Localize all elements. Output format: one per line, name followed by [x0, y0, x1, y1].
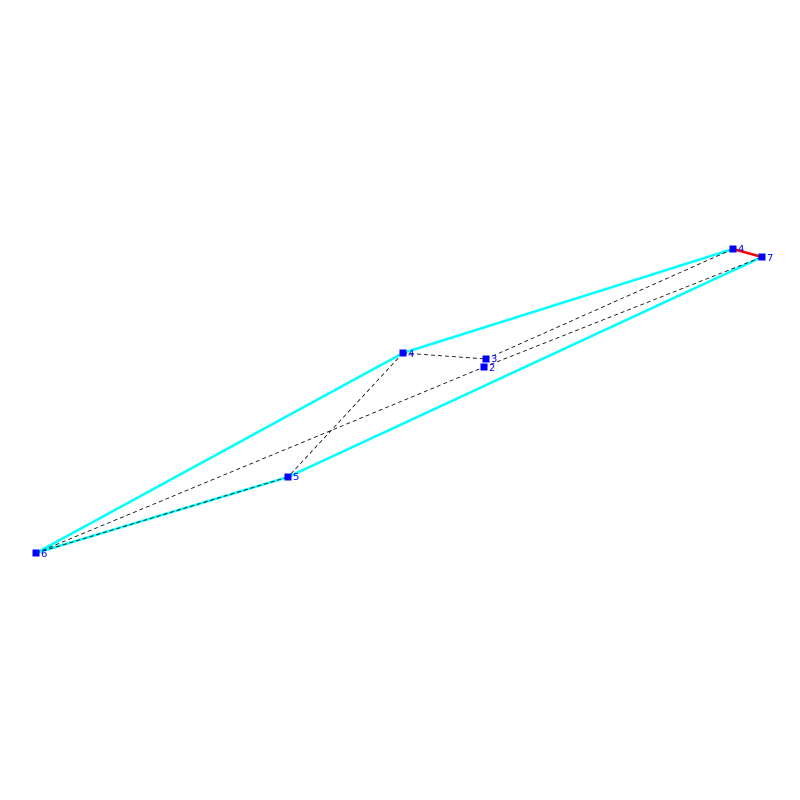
- node: [284, 473, 292, 481]
- dashed-edges: [35, 248, 763, 554]
- dashed-edge: [35, 366, 485, 554]
- dashed-edge: [485, 248, 734, 360]
- dashed-edge: [287, 352, 404, 478]
- hull-edge: [287, 255, 763, 479]
- node: [482, 355, 490, 363]
- node-label: 6: [41, 549, 47, 560]
- hull-edge: [35, 351, 404, 555]
- node-label: 4: [408, 349, 414, 360]
- dashed-edge: [35, 476, 289, 554]
- node: [399, 349, 407, 357]
- node: [729, 245, 737, 253]
- nodes: 4 3 2 5 6 4 7: [32, 244, 773, 560]
- node-label: 7: [767, 253, 773, 264]
- node: [32, 549, 40, 557]
- hull-edge: [35, 475, 289, 555]
- node: [480, 363, 488, 371]
- hull-edge: [402, 247, 734, 355]
- node-label: 4: [738, 244, 744, 255]
- node: [758, 253, 766, 261]
- node-label: 5: [293, 472, 299, 483]
- highlight-edge: [732, 247, 763, 259]
- dashed-edge: [402, 352, 487, 360]
- node-label: 2: [489, 363, 495, 374]
- hull-edges: [35, 247, 763, 555]
- dashed-edge: [483, 256, 763, 368]
- node-label: 3: [491, 354, 497, 365]
